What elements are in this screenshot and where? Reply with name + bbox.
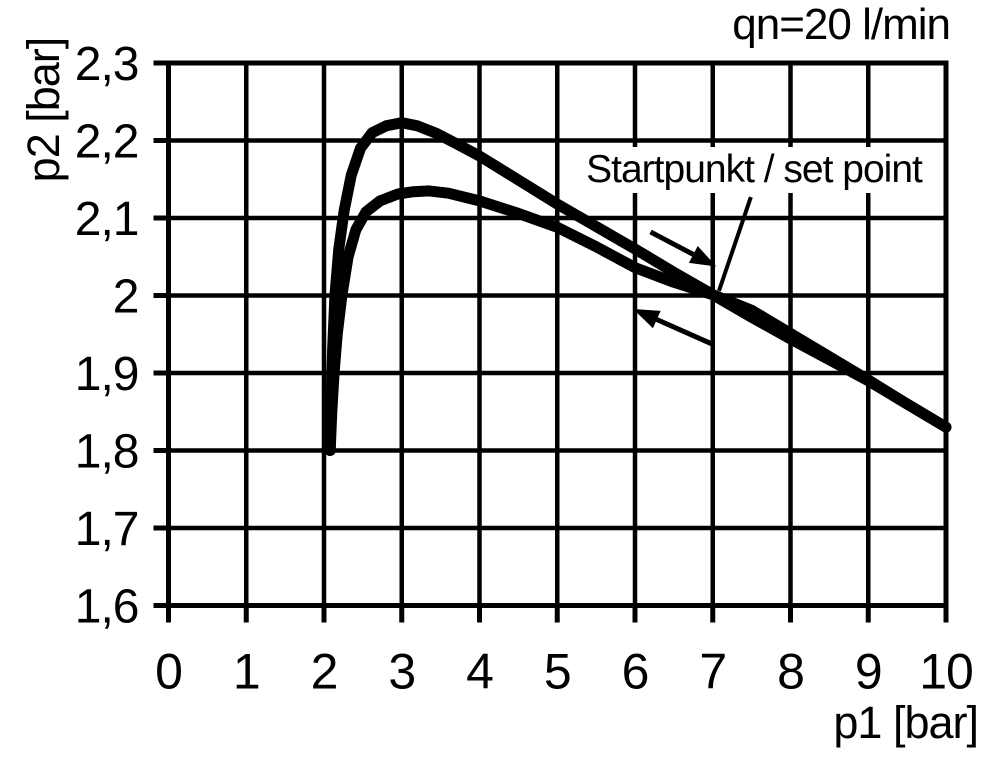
annotation-leader-line <box>717 196 753 292</box>
y-tick-label: 2 <box>113 271 139 324</box>
set-point-annotation-label: Startpunkt / set point <box>566 147 942 193</box>
chart-title: qn=20 l/min <box>732 0 951 49</box>
x-tick-label: 2 <box>311 644 338 700</box>
x-tick-label: 1 <box>233 644 260 700</box>
y-tick-label: 1,6 <box>75 581 139 634</box>
plot-border <box>166 60 949 608</box>
x-axis-label: p1 [bar] <box>833 697 979 748</box>
direction-arrow-forward-head <box>688 246 717 267</box>
y-tick-label: 1,9 <box>75 348 139 401</box>
y-axis-label: p2 [bar] <box>18 37 69 183</box>
direction-arrow-forward-shaft <box>649 229 695 257</box>
x-tick-label: 0 <box>155 644 182 700</box>
y-tick-label: 1,8 <box>75 426 139 479</box>
x-tick-label: 4 <box>466 644 493 700</box>
y-tick-label: 2,3 <box>75 38 139 91</box>
x-tick-label: 10 <box>919 644 973 700</box>
y-tick-label: 1,7 <box>75 503 139 556</box>
x-tick-label: 8 <box>777 644 804 700</box>
x-tick-label: 6 <box>622 644 649 700</box>
x-tick-label: 7 <box>699 644 726 700</box>
y-tick-label: 2,1 <box>75 193 139 246</box>
x-tick-label: 5 <box>544 644 571 700</box>
x-tick-label: 3 <box>388 644 415 700</box>
y-tick-label: 2,2 <box>75 116 139 169</box>
curve-return <box>324 185 952 456</box>
direction-arrow-return-shaft <box>655 317 714 347</box>
direction-arrow-return-head <box>632 308 661 329</box>
x-tick-label: 9 <box>855 644 882 700</box>
